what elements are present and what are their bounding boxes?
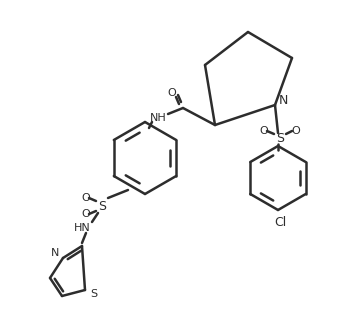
Text: S: S bbox=[98, 200, 106, 213]
Text: O: O bbox=[82, 209, 90, 219]
Text: O: O bbox=[82, 193, 90, 203]
Text: NH: NH bbox=[150, 113, 166, 123]
Text: N: N bbox=[278, 95, 288, 108]
Text: S: S bbox=[276, 131, 284, 144]
Text: HN: HN bbox=[74, 223, 90, 233]
Text: Cl: Cl bbox=[274, 215, 286, 229]
Text: O: O bbox=[260, 126, 268, 136]
Text: O: O bbox=[292, 126, 300, 136]
Text: S: S bbox=[90, 289, 98, 299]
Text: O: O bbox=[168, 88, 176, 98]
Text: N: N bbox=[51, 248, 59, 258]
